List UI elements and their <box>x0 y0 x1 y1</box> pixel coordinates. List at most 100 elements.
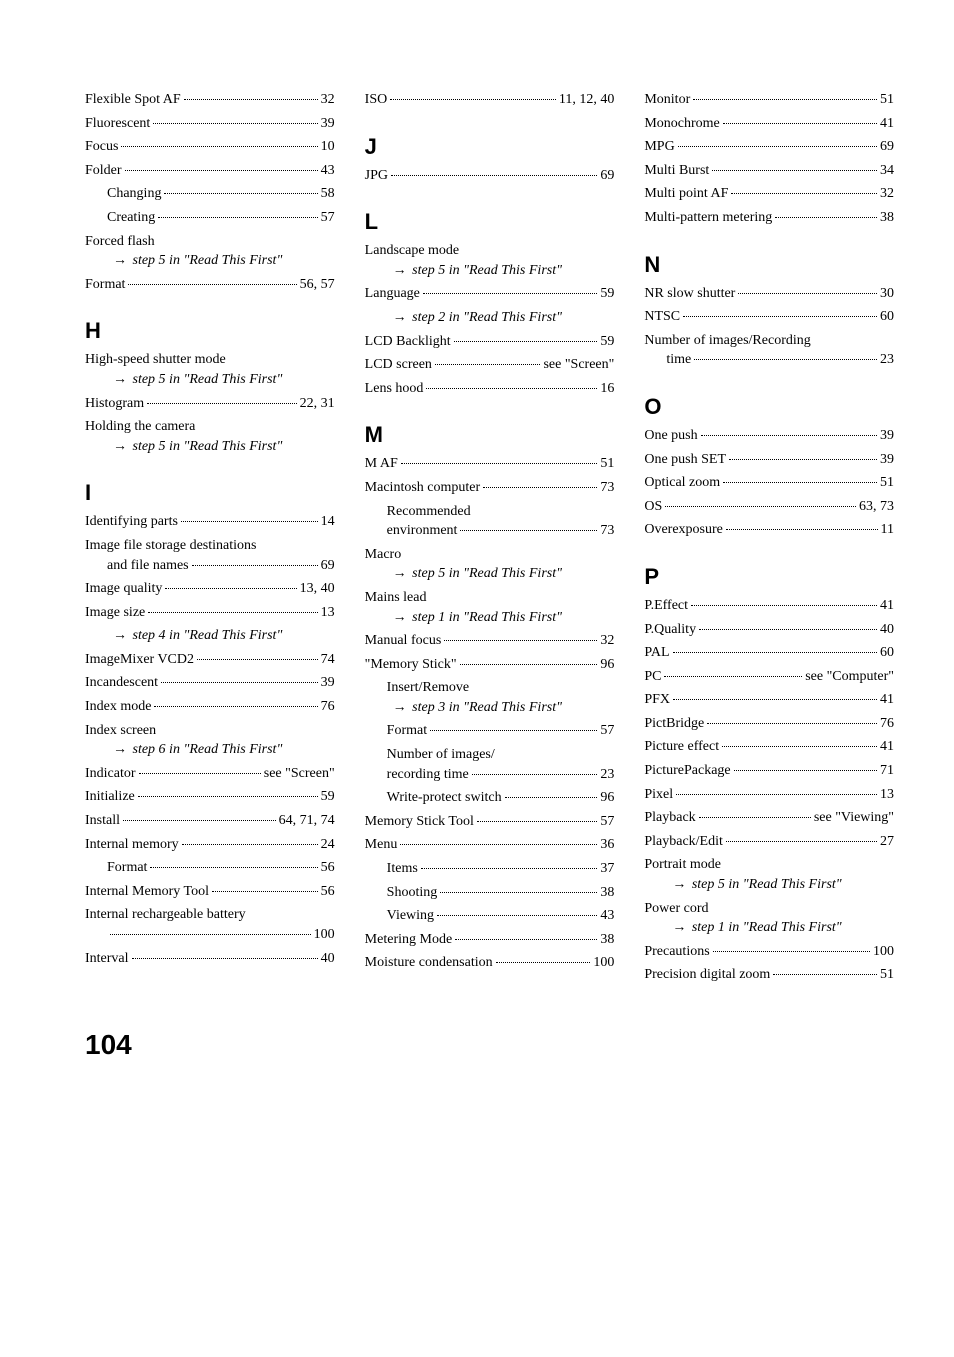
index-entry: time23 <box>666 350 894 370</box>
index-entry-label: Multi-pattern metering <box>644 208 772 228</box>
index-entry-label: recording time <box>387 765 469 785</box>
index-entry-page: 58 <box>321 184 335 204</box>
index-entry-label: Image size <box>85 603 145 623</box>
dot-leader <box>713 951 870 952</box>
dot-leader <box>192 565 318 566</box>
dot-leader <box>505 797 598 798</box>
index-entry: NR slow shutter30 <box>644 284 894 304</box>
index-entry-label: ImageMixer VCD2 <box>85 650 194 670</box>
index-entry-label: OS <box>644 497 662 517</box>
index-entry: Picture effect41 <box>644 737 894 757</box>
dot-leader <box>734 770 877 771</box>
index-entry-page: 100 <box>314 925 335 945</box>
dot-leader <box>128 284 296 285</box>
cross-ref-text: step 4 in "Read This First" <box>129 628 282 643</box>
dot-leader <box>722 746 877 747</box>
index-entry-label: Shooting <box>387 883 438 903</box>
index-entry: Multi Burst34 <box>644 161 894 181</box>
index-entry: Number of images/Recording <box>644 331 894 351</box>
section-letter: N <box>644 252 894 278</box>
index-entry-page: 23 <box>600 765 614 785</box>
dot-leader <box>699 817 811 818</box>
dot-leader <box>472 774 598 775</box>
index-entry: Index mode76 <box>85 697 335 717</box>
index-entry-label: Playback <box>644 808 695 828</box>
index-entry: Macintosh computer73 <box>365 478 615 498</box>
dot-leader <box>726 841 877 842</box>
dot-leader <box>676 794 877 795</box>
index-entry-page: 100 <box>593 953 614 973</box>
index-entry-page: 60 <box>880 643 894 663</box>
dot-leader <box>181 521 318 522</box>
dot-leader <box>138 796 318 797</box>
index-entry-label: NTSC <box>644 307 680 327</box>
index-entry-label: P.Quality <box>644 620 696 640</box>
dot-leader <box>150 867 317 868</box>
index-entry-page: 24 <box>321 835 335 855</box>
index-entry-page: 22, 31 <box>300 394 335 414</box>
index-entry-label: Items <box>387 859 418 879</box>
index-entry-label: Lens hood <box>365 379 424 399</box>
index-entry-label: Folder <box>85 161 122 181</box>
index-entry: Power cord <box>644 899 894 919</box>
index-entry-label: Multi point AF <box>644 184 728 204</box>
index-entry-label: JPG <box>365 166 388 186</box>
index-entry-page: 37 <box>600 859 614 879</box>
index-entry-label: LCD Backlight <box>365 332 451 352</box>
index-entry-label: Metering Mode <box>365 930 452 950</box>
index-entry: Image size13 <box>85 603 335 623</box>
dot-leader <box>121 146 317 147</box>
index-entry-page: 96 <box>600 655 614 675</box>
index-entry: High-speed shutter mode <box>85 350 335 370</box>
dot-leader <box>707 723 877 724</box>
index-entry-label: environment <box>387 521 458 541</box>
index-entry: JPG69 <box>365 166 615 186</box>
index-entry: Multi point AF 32 <box>644 184 894 204</box>
index-entry-label: Write-protect switch <box>387 788 502 808</box>
dot-leader <box>125 170 318 171</box>
dot-leader <box>665 506 856 507</box>
dot-leader <box>154 706 317 707</box>
index-entry-label: Histogram <box>85 394 144 414</box>
arrow-icon: → <box>393 263 407 278</box>
index-entry-page: 57 <box>321 208 335 228</box>
index-entry: Write-protect switch96 <box>387 788 615 808</box>
index-entry: Internal memory24 <box>85 835 335 855</box>
index-entry-page: 57 <box>600 812 614 832</box>
dot-leader <box>477 821 597 822</box>
index-entry-label: P.Effect <box>644 596 688 616</box>
index-entry-label: Interval <box>85 949 129 969</box>
index-entry: Recommended <box>387 502 615 522</box>
index-entry-page: 32 <box>880 184 894 204</box>
index-entry: Identifying parts14 <box>85 512 335 532</box>
dot-leader <box>423 293 597 294</box>
index-entry-page: 11, 12, 40 <box>559 90 614 110</box>
index-entry-page: 10 <box>321 137 335 157</box>
dot-leader <box>683 316 877 317</box>
index-entry-page: 56 <box>321 858 335 878</box>
index-entry-label: Memory Stick Tool <box>365 812 474 832</box>
arrow-icon: → <box>113 253 127 268</box>
index-entry-page: 40 <box>321 949 335 969</box>
section-letter: O <box>644 394 894 420</box>
dot-leader <box>729 459 877 460</box>
dot-leader <box>694 359 877 360</box>
index-entry-label: Initialize <box>85 787 135 807</box>
section-letter: M <box>365 422 615 448</box>
index-entry: Internal Memory Tool56 <box>85 882 335 902</box>
index-cross-ref: → step 1 in "Read This First" <box>393 608 615 628</box>
index-entry-page: 59 <box>321 787 335 807</box>
index-entry: P.Effect41 <box>644 596 894 616</box>
index-entry: Incandescent39 <box>85 673 335 693</box>
dot-leader <box>496 962 591 963</box>
index-entry-label: PFX <box>644 690 670 710</box>
index-entry-page: 41 <box>880 114 894 134</box>
index-entry-label: Changing <box>107 184 161 204</box>
index-entry: Overexposure11 <box>644 520 894 540</box>
index-entry-page: 51 <box>880 473 894 493</box>
index-entry-page: 56 <box>321 882 335 902</box>
index-entry: Monitor51 <box>644 90 894 110</box>
index-entry-page: 14 <box>321 512 335 532</box>
dot-leader <box>773 974 877 975</box>
index-entry: Manual focus32 <box>365 631 615 651</box>
